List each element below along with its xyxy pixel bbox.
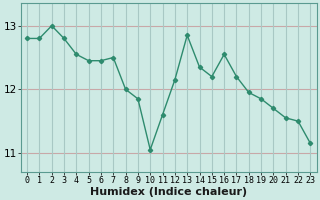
- X-axis label: Humidex (Indice chaleur): Humidex (Indice chaleur): [90, 187, 247, 197]
